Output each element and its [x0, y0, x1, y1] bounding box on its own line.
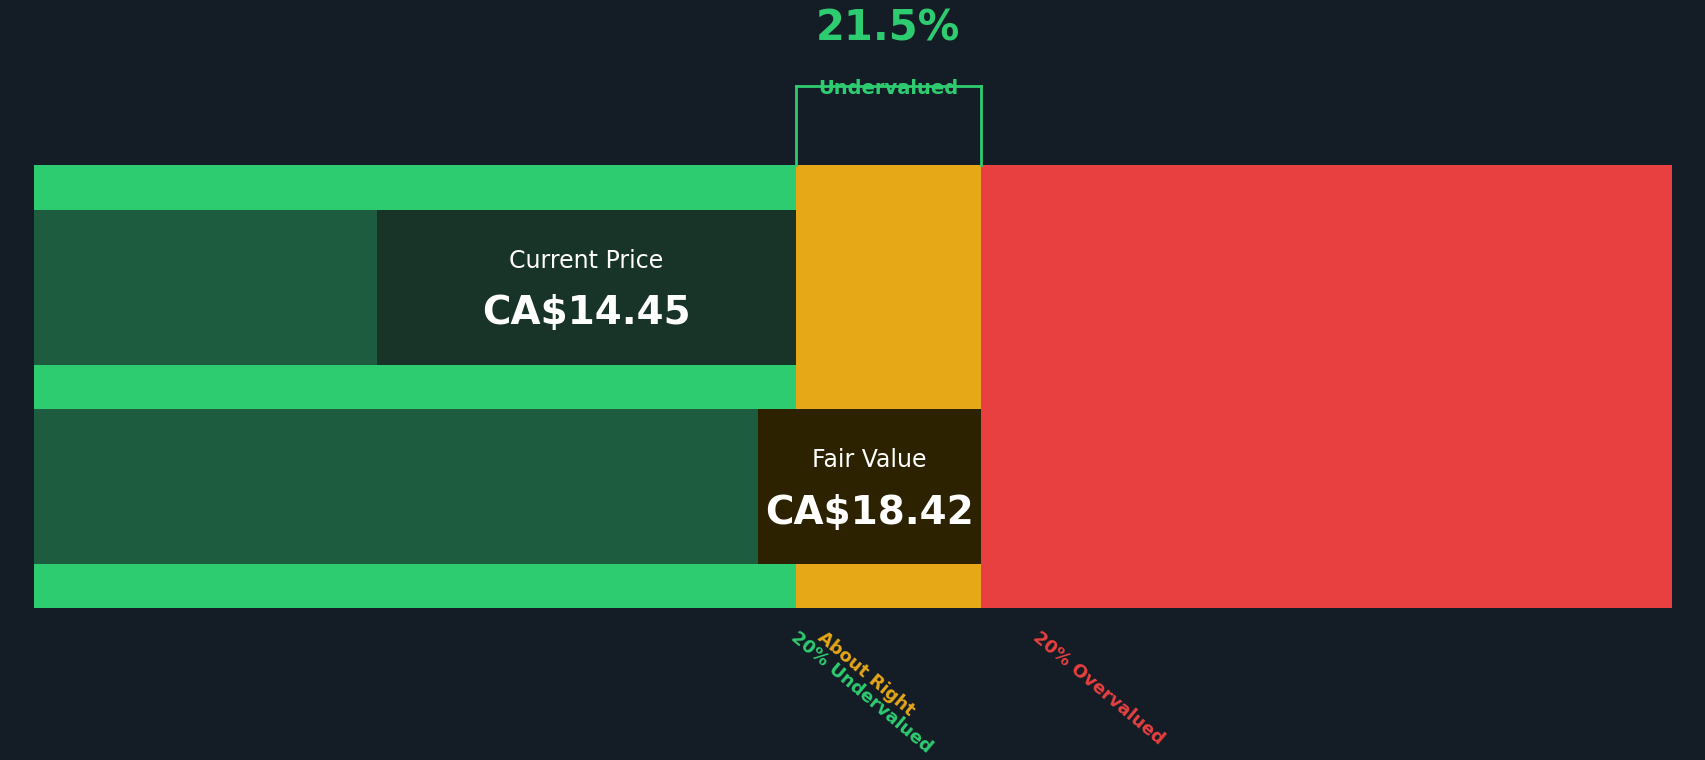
Text: 20% Undervalued: 20% Undervalued: [786, 628, 934, 756]
Bar: [757, 409, 980, 564]
Text: About Right: About Right: [813, 628, 917, 719]
Text: CA$14.45: CA$14.45: [481, 294, 691, 332]
Text: CA$18.42: CA$18.42: [764, 494, 974, 532]
Bar: [34, 365, 795, 409]
Bar: [795, 165, 980, 608]
Text: 21.5%: 21.5%: [815, 8, 960, 49]
Bar: [34, 210, 795, 365]
Bar: [34, 409, 795, 564]
Text: 20% Overvalued: 20% Overvalued: [1028, 628, 1166, 748]
Bar: [980, 165, 1671, 608]
Text: Fair Value: Fair Value: [812, 448, 926, 472]
Bar: [34, 165, 795, 210]
Text: Current Price: Current Price: [508, 249, 663, 273]
Bar: [377, 210, 795, 365]
Bar: [34, 564, 795, 608]
Text: Undervalued: Undervalued: [818, 79, 958, 98]
